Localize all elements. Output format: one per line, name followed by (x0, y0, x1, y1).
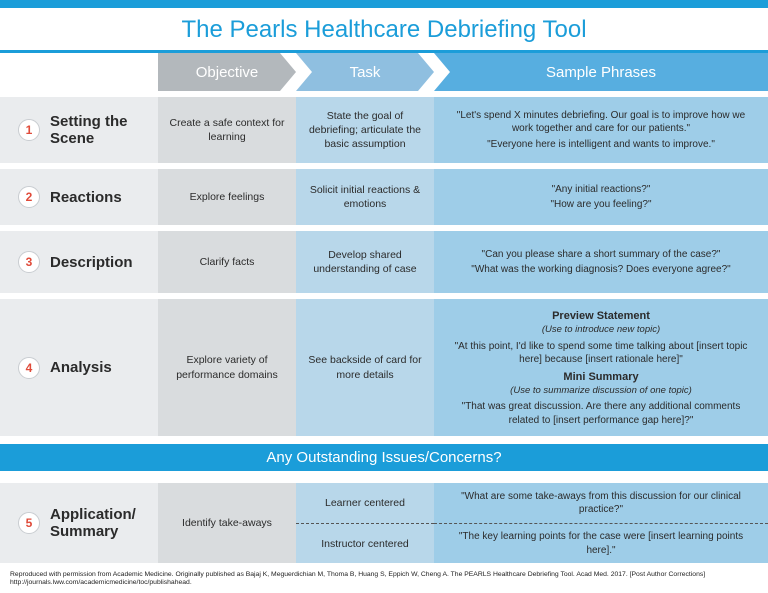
sample-phrase: "Let's spend X minutes debriefing. Our g… (448, 109, 754, 136)
sample-phrases-cell: "Can you please share a short summary of… (434, 231, 768, 293)
chevron-spacer (0, 53, 158, 91)
sample-phrases-cell: "Any initial reactions?""How are you fee… (434, 169, 768, 225)
rows-container: 1 Setting the SceneCreate a safe context … (0, 97, 768, 563)
sample-phrase: "How are you feeling?" (550, 198, 651, 212)
sample-phrases-cell: "Let's spend X minutes debriefing. Our g… (434, 97, 768, 163)
step-number-badge: 3 (18, 251, 40, 273)
sample-phrases-cell: Preview Statement(Use to introduce new t… (434, 299, 768, 436)
header-objective: Objective (196, 64, 259, 81)
row-label: Reactions (50, 189, 122, 206)
sample-phrases-cell: "What are some take-aways from this disc… (434, 483, 768, 523)
sample-phrase: "That was great discussion. Are there an… (448, 400, 754, 427)
sample-phrases-cell: "The key learning points for the case we… (434, 523, 768, 563)
table-row: 5 Application/ SummaryIdentify take-aways… (0, 483, 768, 563)
sample-phrase: "Everyone here is intelligent and wants … (487, 138, 715, 152)
table-row: 2 Reactions Explore feelingsSolicit initia… (0, 169, 768, 225)
row-label-cell: 1 Setting the Scene (0, 97, 158, 163)
phrase-subhead: Preview Statement (552, 309, 650, 324)
row5-subgrid: Learner centered"What are some take-away… (296, 483, 768, 563)
task-cell: Learner centered (296, 483, 434, 523)
task-cell: Instructor centered (296, 523, 434, 563)
sample-phrase: "What was the working diagnosis? Does ev… (471, 263, 730, 277)
objective-cell: Explore feelings (158, 169, 296, 225)
outstanding-issues-bar: Any Outstanding Issues/Concerns? (0, 444, 768, 471)
row-label: Analysis (50, 359, 112, 376)
row-label-cell: 3 Description (0, 231, 158, 293)
row-label: Setting the Scene (50, 113, 158, 147)
table-row: 1 Setting the SceneCreate a safe context … (0, 97, 768, 163)
task-cell: Develop shared understanding of case (296, 231, 434, 293)
step-number-badge: 1 (18, 119, 40, 141)
footnote: Reproduced with permission from Academic… (10, 571, 758, 587)
task-cell: State the goal of debriefing; articulate… (296, 97, 434, 163)
objective-cell: Explore variety of performance domains (158, 299, 296, 436)
row-label-cell: 4 Analysis (0, 299, 158, 436)
table-row: 3 Description Clarify factsDevelop shared … (0, 231, 768, 293)
row-label: Application/ Summary (50, 506, 158, 540)
row-label: Description (50, 254, 133, 271)
page-title: The Pearls Healthcare Debriefing Tool (181, 16, 586, 43)
phrase-subnote: (Use to introduce new topic) (542, 324, 660, 337)
step-number-badge: 5 (18, 512, 40, 534)
chevron-sample: Sample Phrases (434, 53, 768, 91)
phrase-subnote: (Use to summarize discussion of one topi… (510, 385, 692, 398)
header-task: Task (350, 64, 381, 81)
chevron-objective: Objective (158, 53, 296, 91)
objective-cell: Create a safe context for learning (158, 97, 296, 163)
task-cell: See backside of card for more details (296, 299, 434, 436)
phrase-subhead: Mini Summary (563, 370, 638, 385)
objective-cell: Identify take-aways (158, 483, 296, 563)
title-bar: The Pearls Healthcare Debriefing Tool (0, 0, 768, 53)
step-number-badge: 4 (18, 357, 40, 379)
sample-phrase: "Any initial reactions?" (552, 183, 651, 197)
column-header-row: Objective Task Sample Phrases (0, 53, 768, 91)
header-sample: Sample Phrases (546, 64, 656, 81)
step-number-badge: 2 (18, 186, 40, 208)
row-label-cell: 2 Reactions (0, 169, 158, 225)
objective-cell: Clarify facts (158, 231, 296, 293)
table-row: 4 Analysis Explore variety of performance … (0, 299, 768, 436)
row-label-cell: 5 Application/ Summary (0, 483, 158, 563)
sample-phrase: "At this point, I'd like to spend some t… (448, 340, 754, 367)
chevron-task: Task (296, 53, 434, 91)
sample-phrase: "Can you please share a short summary of… (482, 248, 721, 262)
task-cell: Solicit initial reactions & emotions (296, 169, 434, 225)
